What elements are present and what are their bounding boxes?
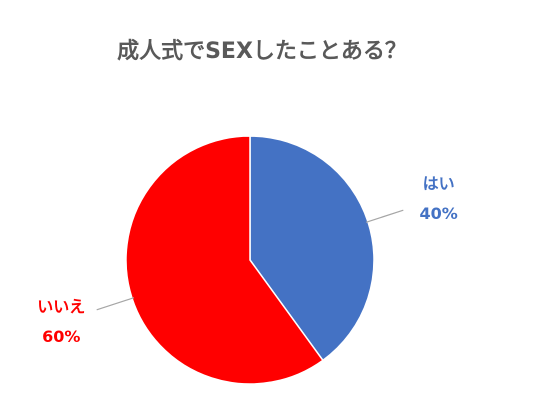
chart-title: 成人式でSEXしたことある？: [117, 39, 407, 64]
leader-line: [365, 209, 404, 223]
leader-line: [96, 297, 135, 311]
category-label: いいえ: [37, 297, 85, 316]
value-label: 40%: [420, 204, 458, 223]
category-label: はい: [423, 174, 455, 193]
value-label: 60%: [42, 327, 80, 346]
